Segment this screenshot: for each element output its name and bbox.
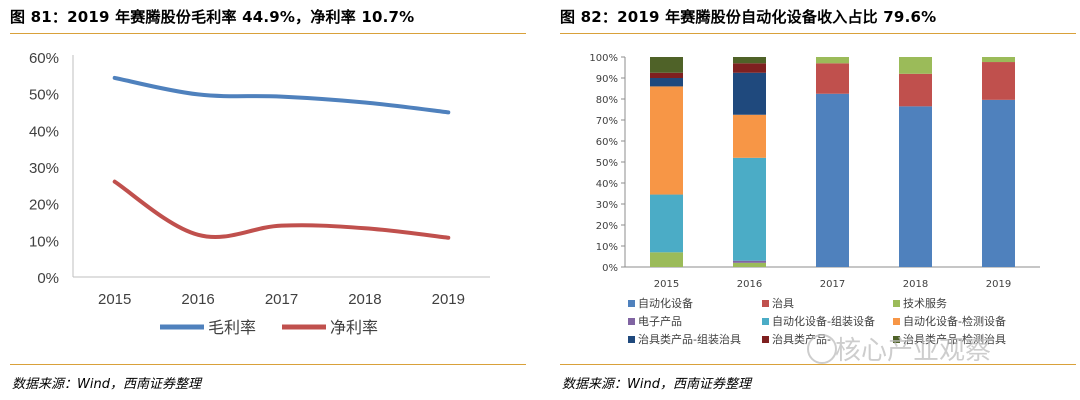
bar-segment-2017-治具 <box>816 63 849 94</box>
x-tick-label: 2019 <box>432 291 465 308</box>
data-source: 数据来源：Wind，西南证券整理 <box>562 377 751 392</box>
y-tick-label: 20% <box>29 197 59 214</box>
series-line-净利率 <box>112 179 451 240</box>
y-tick-label: 60% <box>596 137 618 148</box>
bar-segment-2015-技术服务 <box>650 252 683 267</box>
y-tick-label: 60% <box>29 50 59 67</box>
y-tick-label: 100% <box>589 53 618 64</box>
y-tick-label: 40% <box>29 123 59 140</box>
legend-label: 技术服务 <box>903 297 947 310</box>
y-tick-label: 20% <box>596 221 618 232</box>
bar-segment-2015-自动化设备-检测设备 <box>650 86 683 195</box>
x-tick-label: 2017 <box>820 279 845 290</box>
y-tick-label: 40% <box>596 179 618 190</box>
bar-segment-2016-技术服务 <box>733 262 766 267</box>
footer-rule <box>560 364 1076 365</box>
title-rule <box>10 33 526 34</box>
bar-segment-2018-技术服务 <box>899 57 932 74</box>
bar-segment-2018-自动化设备 <box>899 106 932 267</box>
x-tick-label: 2016 <box>737 279 762 290</box>
legend-label: 电子产品 <box>638 314 682 328</box>
bar-segment-2017-自动化设备 <box>816 93 849 267</box>
y-tick-label: 30% <box>29 160 59 177</box>
legend-swatch <box>762 318 769 325</box>
legend-label: 毛利率 <box>208 318 256 337</box>
y-tick-label: 90% <box>596 74 618 85</box>
legend-label: 自动化设备-组装设备 <box>772 314 875 328</box>
revenue-share-panel: 图 82：2019 年赛腾股份自动化设备收入占比 79.6% 0% 10% 20% 3… <box>550 0 1080 400</box>
bar-segment-2019-技术服务 <box>982 57 1015 63</box>
legend-swatch <box>762 300 769 307</box>
footer-rule <box>10 364 526 365</box>
watermark-text: 核心产业观察 <box>835 336 992 366</box>
legend-label: 治具类产品-检测治具 <box>903 332 1006 346</box>
x-tick-label: 2018 <box>903 279 928 290</box>
x-tick-label: 2015 <box>654 279 679 290</box>
chart-title: 图 81：2019 年赛腾股份毛利率 44.9%，净利率 10.7% <box>10 8 415 26</box>
y-tick-label: 10% <box>29 233 59 250</box>
bar-segment-2019-治具 <box>982 62 1015 100</box>
legend-label: 治具 <box>772 296 794 310</box>
y-tick-label: 50% <box>596 158 618 169</box>
bar-segment-2019-自动化设备 <box>982 99 1015 267</box>
bar-segment-2016-自动化设备-检测设备 <box>733 114 766 158</box>
legend-swatch <box>893 318 900 325</box>
y-tick-label: 70% <box>596 116 618 127</box>
bar-segment-2017-技术服务 <box>816 57 849 64</box>
watermark: 核心产业观察 <box>807 330 992 367</box>
series-line-毛利率 <box>112 75 451 115</box>
bar-segment-2016-治具类产品-组装治具 <box>733 72 766 115</box>
y-tick-label: 80% <box>596 95 618 106</box>
chart-title: 图 82：2019 年赛腾股份自动化设备收入占比 79.6% <box>560 8 937 26</box>
y-tick-label: 10% <box>596 242 618 253</box>
legend-swatch <box>628 300 635 307</box>
legend-swatch <box>762 336 769 343</box>
x-tick-label: 2018 <box>348 291 381 308</box>
legend-swatch <box>628 318 635 325</box>
bar-segment-2016-自动化设备-组装设备 <box>733 157 766 261</box>
x-tick-label: 2015 <box>98 291 131 308</box>
data-source: 数据来源：Wind，西南证券整理 <box>12 377 201 392</box>
legend-label: 治具类产品-组装治具 <box>638 332 741 346</box>
x-tick-label: 2019 <box>986 279 1011 290</box>
bar-segment-2015-自动化设备-组装设备 <box>650 194 683 253</box>
margin-line-chart: 0% 10% 20% 30% 40% 50% 60% 2015 2016 2017 2018 2019… <box>29 50 490 337</box>
legend-label: 自动化设备 <box>638 296 693 310</box>
wechat-icon <box>807 334 837 364</box>
bar-segment-2015-治具类产品- <box>650 72 683 78</box>
y-tick-label: 0% <box>602 263 618 274</box>
gross-net-margin-panel: 图 81：2019 年赛腾股份毛利率 44.9%，净利率 10.7% 0% 10%… <box>0 0 530 400</box>
revenue-stacked-bar-chart: 0% 10% 20% 30% 40% 50% 60% 70% 80% 90% 100% 2015 201… <box>589 53 1040 346</box>
bar-segment-2016-治具类产品- <box>733 63 766 73</box>
title-rule <box>560 33 1076 34</box>
legend-label: 净利率 <box>330 318 378 337</box>
x-tick-label: 2017 <box>265 291 298 308</box>
bar-segment-2015-治具类产品-检测治具 <box>650 57 683 73</box>
bar-segment-2015-治具类产品-组装治具 <box>650 78 683 87</box>
bar-segment-2016-治具类产品-检测治具 <box>733 57 766 64</box>
y-tick-label: 30% <box>596 200 618 211</box>
legend-swatch <box>628 336 635 343</box>
x-tick-label: 2016 <box>181 291 214 308</box>
y-tick-label: 0% <box>37 270 59 287</box>
legend-label: 自动化设备-检测设备 <box>903 314 1006 328</box>
legend-swatch <box>893 336 900 343</box>
bar-segment-2016-电子产品 <box>733 260 766 263</box>
bar-segment-2018-治具 <box>899 73 932 107</box>
legend-swatch <box>893 300 900 307</box>
y-tick-label: 50% <box>29 87 59 104</box>
